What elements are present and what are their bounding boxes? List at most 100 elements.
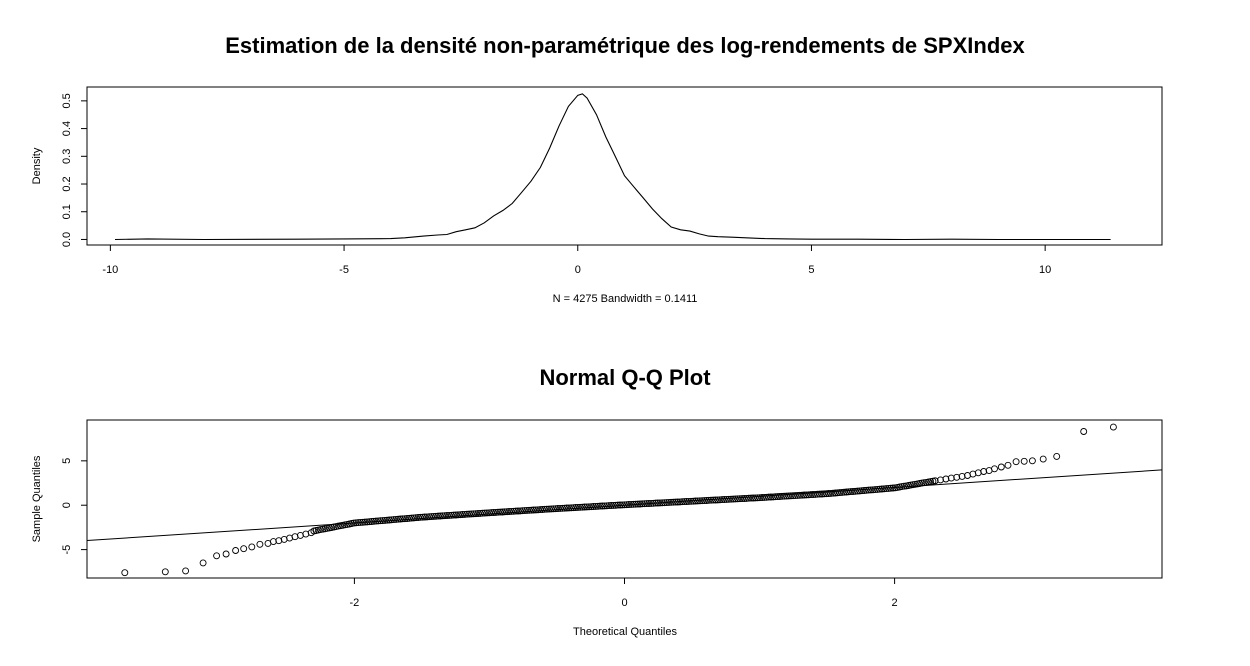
qq-point [754,494,762,502]
qq-point [467,510,475,518]
qq-point [1039,455,1047,463]
qq-point [485,509,493,517]
density-y-tick-label: 0.2 [61,176,73,191]
qq-point [743,494,750,502]
qq-point [317,526,324,534]
qq-point [703,497,711,504]
qq-point [734,495,742,503]
qq-point [576,503,584,511]
qq-point [222,550,230,558]
qq-point [408,514,415,522]
qq-point [563,504,571,512]
qq-point [481,509,489,517]
qq-point [543,505,551,513]
qq-point [503,508,511,516]
qq-point [672,498,679,506]
density-chart: Estimation de la densité non-paramétriqu… [31,33,1163,305]
qq-point [887,484,895,492]
qq-point [629,500,637,508]
density-y-tick-label: 0.4 [61,121,73,136]
qq-point [649,499,657,507]
qq-point [736,495,744,503]
qq-point [570,504,577,512]
qq-point [802,491,810,499]
qq-point [840,488,848,496]
qq-point [1004,461,1012,469]
qq-point [641,500,648,508]
qq-point [578,503,586,511]
qq-point [731,495,739,503]
qq-point [532,506,540,514]
density-x-tick-label: -10 [102,264,118,276]
qq-point [368,518,376,525]
qq-point [447,511,455,519]
qq-point [627,500,635,508]
qq-point [860,487,868,494]
qq-point [454,511,462,519]
qq-point [594,502,602,510]
qq-point [694,497,702,505]
qq-point [581,503,589,511]
qq-point [554,505,562,512]
qq-point [601,502,608,510]
qq-point [401,515,409,523]
qq-point [385,516,393,524]
qq-point [474,510,482,517]
qq-point [547,505,555,513]
qq-point [374,517,382,525]
qq-point [680,498,688,506]
qq-point [687,497,695,505]
qq-point [760,493,768,501]
qq-point [712,496,719,504]
qq-point [689,497,697,505]
qq-x-axis-label: Theoretical Quantiles [573,626,677,638]
qq-point [1012,458,1020,466]
qq-point [452,511,460,519]
qq-point [922,478,930,486]
qq-point [800,491,808,499]
qq-point [783,492,790,500]
qq-point [953,473,961,481]
density-y-tick-label: 0.3 [61,149,73,164]
qq-point [683,498,691,505]
qq-point [269,538,277,546]
qq-point [985,467,993,475]
qq-point [240,545,248,553]
qq-point [685,497,693,505]
qq-point [669,498,677,506]
density-x-tick-label: 0 [575,264,581,276]
qq-point [161,568,169,576]
qq-point [501,508,509,516]
qq-point [1028,457,1036,465]
qq-point [607,502,615,509]
qq-point [763,493,770,501]
qq-point [714,496,722,504]
density-curve [114,93,1111,241]
density-y-tick-label: 0.5 [61,93,73,108]
density-y-tick-label: 0.1 [61,204,73,219]
qq-point [585,503,593,511]
qq-point [636,500,644,508]
qq-body-points [310,477,939,535]
qq-point [771,493,779,501]
qq-point [567,504,575,512]
qq-point [720,496,728,503]
qq-point [964,472,971,479]
density-x-tick-label: 5 [808,264,814,276]
qq-point [818,490,826,498]
qq-point [652,499,660,507]
qq-point [432,512,440,520]
qq-point [494,508,502,516]
qq-point [545,505,553,513]
qq-point [707,496,715,504]
qq-point [534,506,542,514]
qq-point [421,513,429,521]
qq-point [439,512,447,520]
qq-point [616,501,624,509]
qq-point [723,495,731,503]
qq-point [523,506,531,514]
qq-point [182,567,190,575]
qq-point [472,510,480,518]
qq-x-tick-label: 2 [892,597,898,609]
qq-point [678,498,686,506]
